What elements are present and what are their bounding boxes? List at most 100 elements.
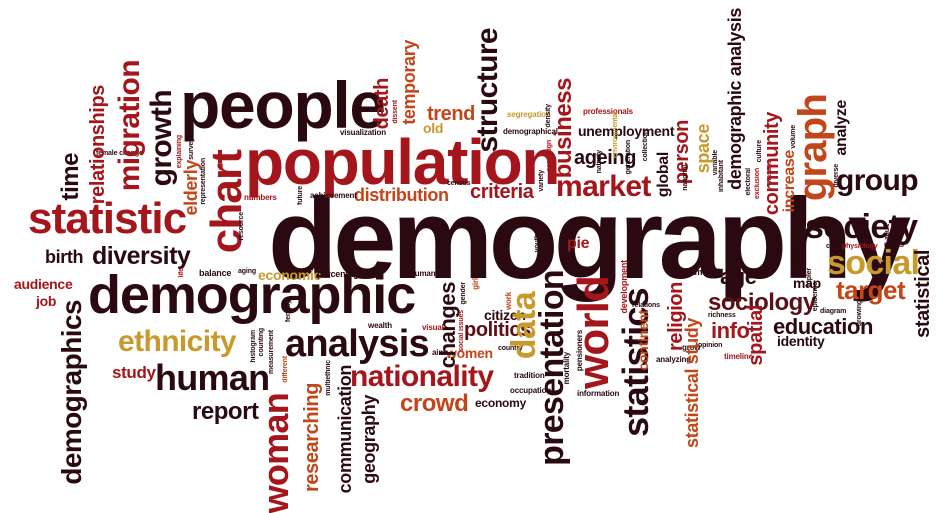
word-elderly: elderly <box>181 160 201 216</box>
word-work: work <box>504 292 513 311</box>
word-national: national <box>682 165 689 191</box>
word-grow: grow <box>682 343 701 352</box>
word-gender: gender <box>460 282 467 305</box>
word-info: info <box>711 318 750 343</box>
word-environmental: environmental <box>612 112 619 159</box>
word-audience: audience <box>14 276 73 292</box>
word-crowd: crowd <box>400 390 469 417</box>
word-birth: birth <box>45 247 84 267</box>
word-ethnicity: ethnicity <box>118 325 237 358</box>
word-continent: continent <box>635 310 651 371</box>
word-density: density <box>545 104 552 128</box>
word-counting: counting <box>258 328 265 357</box>
word-relationships: relationships <box>87 85 109 205</box>
word-analyzing: analyzing <box>656 355 692 364</box>
word-aim: aim <box>432 348 446 357</box>
word-researching: researching <box>301 383 323 492</box>
word-teamwork: teamwork <box>682 267 723 277</box>
word-survey: survey <box>188 138 195 160</box>
word-wealth: wealth <box>368 321 392 330</box>
word-electoral: electoral <box>745 168 752 196</box>
word-country: country <box>498 345 523 352</box>
word-variety: variety <box>538 170 545 192</box>
word-generation: generation <box>625 140 632 175</box>
word-growth: growth <box>145 90 178 187</box>
word-relations: relations <box>632 302 660 309</box>
word-numbers: numbers <box>244 193 277 202</box>
word-measurement: measurement <box>268 330 275 374</box>
word-citizen: citizen <box>484 307 526 323</box>
word-resource: resource <box>238 212 245 241</box>
word-politics: politics <box>464 319 531 341</box>
word-pie: pie <box>567 235 590 252</box>
word-visualization: visualization <box>340 128 386 137</box>
word-graph: graph <box>791 94 835 202</box>
word-collection: collection <box>642 130 649 162</box>
word-spatial: spatial <box>745 305 767 366</box>
word-volume: volume <box>790 125 797 149</box>
word-study: study <box>112 363 156 382</box>
word-visual: visual <box>422 323 444 332</box>
word-female-change: female change <box>96 150 143 157</box>
word-woman: woman <box>255 393 296 513</box>
word-population: population <box>245 126 561 198</box>
word-time: time <box>57 153 84 201</box>
word-fertility: fertility <box>285 300 292 323</box>
word-pensioners: pensioners <box>575 330 584 372</box>
word-information: information <box>577 389 620 398</box>
word-increase: increase <box>781 150 798 213</box>
word-space: space <box>693 124 713 174</box>
word-human: human <box>155 357 270 398</box>
word-statistical: statistical <box>912 250 934 338</box>
word-timeline: timeline <box>724 352 753 361</box>
word-communication: communication <box>335 365 355 494</box>
word-analyze: analyze <box>833 100 850 156</box>
word-demographics: demographics <box>56 300 87 485</box>
word-tripler: tripler <box>806 268 813 287</box>
word-masses: masses <box>766 160 773 185</box>
word-women: women <box>446 345 493 361</box>
word-changes: changes <box>435 282 460 369</box>
word-economic: economic <box>258 267 322 283</box>
word-inhabitant: inhabitant <box>718 160 725 193</box>
word-humanity: humanity <box>410 269 445 278</box>
word-report: report <box>192 398 259 425</box>
word-business: business <box>550 78 577 179</box>
word-different: different <box>282 356 289 383</box>
word-campaign: campaign <box>546 140 553 172</box>
word-diverse: diverse <box>833 164 840 188</box>
word-tradition: tradition <box>514 371 545 380</box>
word-identity: identity <box>777 333 825 349</box>
word-achievement: achievement <box>310 191 357 200</box>
word-economy: economy <box>475 396 527 410</box>
word-balance: balance <box>199 268 232 278</box>
word-exclusion: exclusion <box>754 168 761 200</box>
word-adult: adult <box>884 224 891 241</box>
word-girl: girl <box>471 278 480 290</box>
word-diagram: diagram <box>820 308 847 315</box>
word-statistic: statistic <box>28 194 187 243</box>
word-market: market <box>556 170 651 203</box>
word-social: social <box>827 244 920 282</box>
word-distribution: distribution <box>354 185 449 205</box>
word-society: society <box>805 208 918 246</box>
word-nativity: nativity <box>596 150 603 174</box>
word-unemployment: unemployment <box>578 123 675 139</box>
word-physiology: physiology <box>842 243 878 250</box>
word-epidemic: epidemic <box>812 282 819 312</box>
word-life: life <box>178 268 185 278</box>
word-demographical: demographical <box>503 127 558 136</box>
word-job: job <box>36 293 57 309</box>
word-old: old <box>423 120 444 136</box>
word-future: future <box>297 186 304 205</box>
word-statistical-study: statistical study <box>682 318 702 448</box>
word-growing: growing <box>856 300 863 327</box>
word-brm: brm <box>628 266 641 273</box>
word-structure: structure <box>471 28 504 153</box>
word-demographic: demographic <box>88 265 416 325</box>
word-age: age <box>720 264 757 289</box>
word-percentage: percentage <box>317 269 364 279</box>
word-sociology: sociology <box>708 289 816 316</box>
word-analysis: analysis <box>285 323 430 365</box>
word-dissent: dissent <box>392 100 399 124</box>
